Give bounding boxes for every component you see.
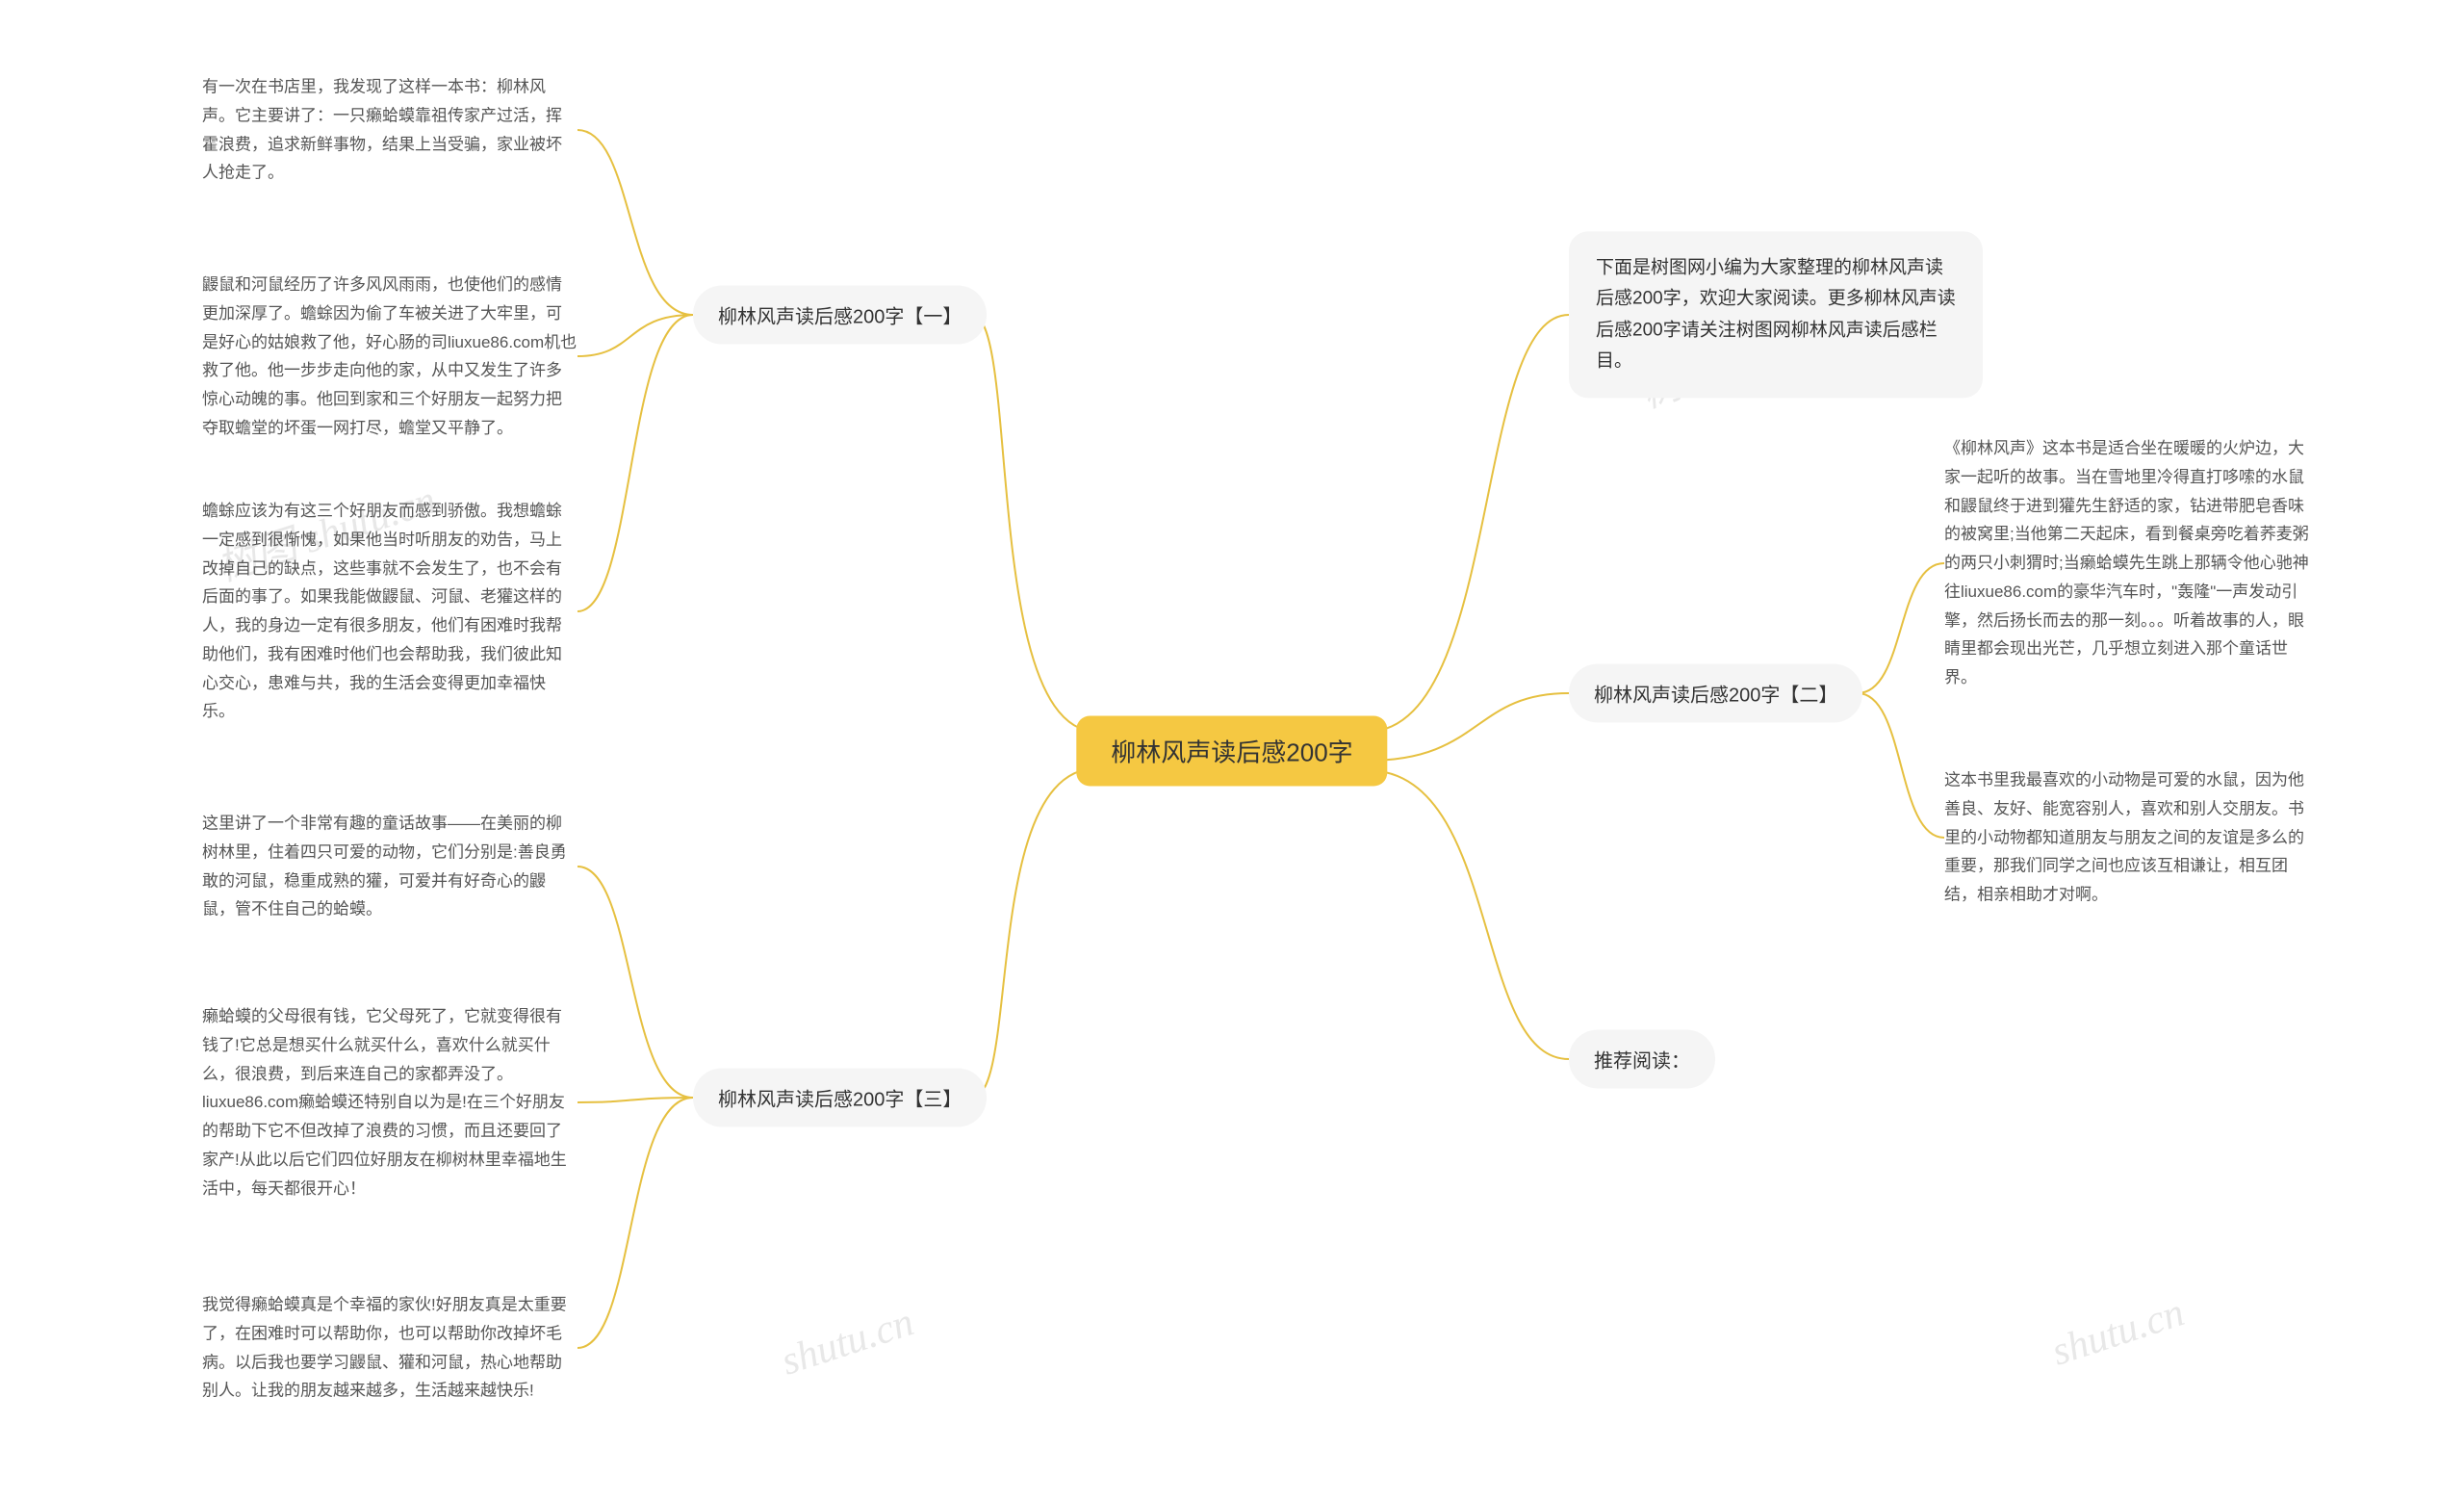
branch-three-leaf-2: 癞蛤蟆的父母很有钱，它父母死了，它就变得很有钱了!它总是想买什么就买什么，喜欢什…: [202, 1002, 578, 1203]
branch-two-leaf-2: 这本书里我最喜欢的小动物是可爱的水鼠，因为他善良、友好、能宽容别人，喜欢和别人交…: [1944, 766, 2320, 910]
center-topic[interactable]: 柳林风声读后感200字: [1076, 715, 1387, 786]
branch-three-leaf-3: 我觉得癞蛤蟆真是个幸福的家伙!好朋友真是太重要了，在困难时可以帮助你，也可以帮助…: [202, 1291, 578, 1406]
branch-one-leaf-3: 蟾蜍应该为有这三个好朋友而感到骄傲。我想蟾蜍一定感到很惭愧，如果他当时听朋友的劝…: [202, 497, 578, 726]
branch-one-leaf-1: 有一次在书店里，我发现了这样一本书：柳林风声。它主要讲了：一只癞蛤蟆靠祖传家产过…: [202, 73, 578, 188]
branch-three[interactable]: 柳林风声读后感200字【三】: [693, 1069, 987, 1127]
branch-three-leaf-1: 这里讲了一个非常有趣的童话故事——在美丽的柳树林里，住着四只可爱的动物，它们分别…: [202, 810, 578, 924]
recommend-node[interactable]: 推荐阅读：: [1569, 1030, 1715, 1089]
intro-node[interactable]: 下面是树图网小编为大家整理的柳林风声读后感200字，欢迎大家阅读。更多柳林风声读…: [1569, 231, 1983, 398]
branch-two-leaf-1: 《柳林风声》这本书是适合坐在暖暖的火炉边，大家一起听的故事。当在雪地里冷得直打哆…: [1944, 434, 2320, 692]
branch-one-leaf-2: 鼹鼠和河鼠经历了许多风风雨雨，也使他们的感情更加深厚了。蟾蜍因为偷了车被关进了大…: [202, 271, 578, 443]
branch-two[interactable]: 柳林风声读后感200字【二】: [1569, 664, 1862, 723]
branch-one[interactable]: 柳林风声读后感200字【一】: [693, 286, 987, 345]
